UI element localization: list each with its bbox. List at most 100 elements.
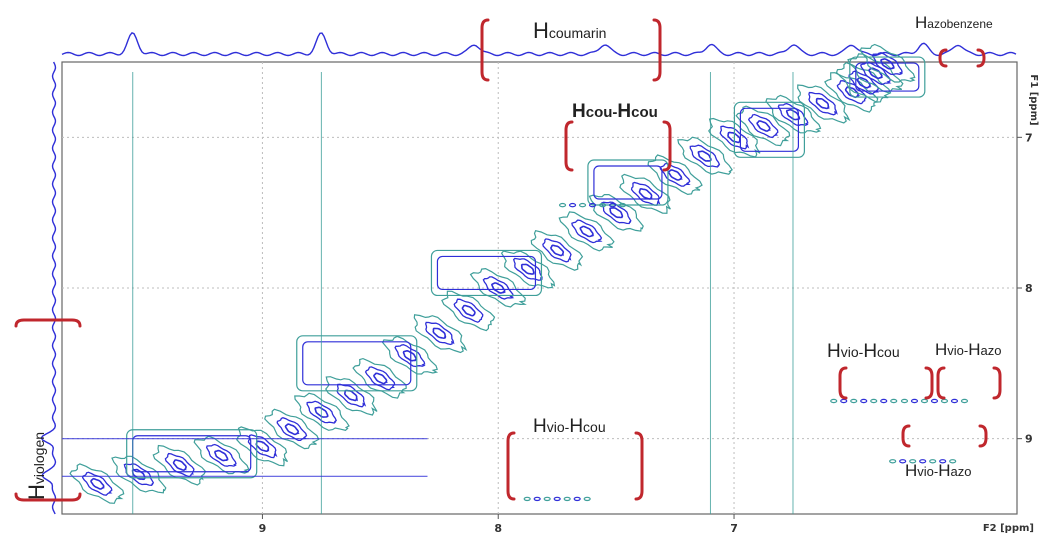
diag-contour-mid-24 (836, 80, 867, 105)
block-contour-inner-2 (436, 255, 537, 291)
diag-contour-outer-19 (677, 136, 733, 175)
diag-contour-mid-19 (689, 144, 721, 168)
bracket-viocou-right-right (924, 366, 934, 400)
cross-peak-2-dot-0 (900, 398, 909, 404)
cross-peak-1-dot-0 (830, 398, 838, 404)
diag-contour-outer-10 (413, 314, 468, 354)
cross-peak-4-dot-1 (899, 459, 907, 464)
diag-contour-mid-4 (247, 434, 278, 459)
bracket-viologen-bottom (14, 492, 82, 502)
x-tick-label-0: 9 (259, 522, 267, 535)
diag-contour-mid-17 (630, 181, 661, 206)
x-tick-label-1: 8 (494, 522, 502, 535)
diag-contour-inner-19 (697, 150, 712, 162)
f2-projection-trace (61, 31, 1017, 57)
cross-peak-2-dot-5 (950, 398, 959, 404)
cross-peak-0-dot-0 (558, 202, 567, 208)
diag-contour-mid-13 (512, 257, 543, 281)
cross-peak-2-dot-2 (920, 398, 929, 404)
bracket-viocou-right-left (838, 366, 848, 400)
diag-contour-inner-26 (868, 67, 884, 80)
bracket-coucou-right (662, 120, 672, 172)
diag-contour-mid-14 (542, 238, 572, 263)
f2-axis-label: F2 [ppm] (983, 523, 1034, 534)
cross-peak-3-dot-5 (573, 496, 581, 502)
block-contour-inner-4 (739, 107, 800, 152)
cross-peak-2-dot-4 (940, 398, 949, 404)
cross-peak-4-dot-2 (909, 459, 917, 464)
grid-lines (62, 62, 1017, 514)
diag-contour-outer-16 (588, 194, 644, 232)
cross-peak-2-dot-1 (910, 398, 919, 404)
cross-peak-4-dot-6 (949, 459, 957, 464)
diag-contour-mid-27 (871, 52, 904, 76)
cross-peak-2-dot-3 (930, 398, 939, 404)
block-contour-5 (849, 56, 926, 98)
diag-contour-inner-6 (314, 406, 329, 418)
diag-contour-inner-4 (255, 440, 270, 452)
diag-contour-mid-16 (601, 201, 632, 225)
diag-contour-mid-0 (81, 471, 113, 496)
block-contour-4 (733, 101, 806, 158)
cross-peak-3-dot-0 (523, 496, 531, 502)
diag-contour-outer-17 (619, 173, 671, 214)
f1-axis-ticks: 7 8 9 (1017, 131, 1033, 446)
f1-axis-label: F1 [ppm] (1028, 74, 1039, 125)
cross-peak-3-dot-3 (553, 496, 561, 502)
bracket-coumarin-right (652, 18, 662, 82)
bracket-viocou-bottom-right (634, 431, 644, 501)
bracket-viocou-bottom-left (506, 431, 516, 501)
diag-contour-mid-9 (394, 344, 426, 368)
diag-contour-mid-2 (164, 452, 195, 478)
bracket-coucou-left (564, 120, 574, 172)
label-h-viologen: Hviologen (24, 432, 49, 500)
diag-contour-mid-8 (364, 366, 396, 391)
cross-peak-3-dot-1 (533, 496, 541, 502)
diag-contour-outer-15 (558, 211, 615, 252)
f1-projection-line (40, 61, 57, 515)
cross-peak-4-dot-5 (939, 459, 947, 464)
cross-peak-4-dot-3 (919, 459, 927, 464)
diag-contour-inner-9 (402, 349, 418, 362)
block-contour-inner-3 (593, 165, 663, 200)
diag-contour-outer-5 (264, 408, 320, 450)
bracket-azobenzene-right (976, 48, 986, 68)
block-contour-inner-1 (302, 341, 412, 386)
diag-contour-inner-10 (432, 327, 447, 340)
diag-contour-mid-20 (719, 125, 750, 150)
f2-axis-ticks: 9 8 7 (259, 514, 738, 535)
bracket-viologen-top (14, 318, 82, 328)
cross-peak-0-dot-4 (598, 202, 607, 208)
diag-contour-inner-11 (461, 304, 476, 317)
label-h-coumarin: Hcoumarin (533, 18, 606, 43)
diag-contour-mid-25 (848, 70, 880, 95)
cross-peak-1-dot-4 (870, 398, 878, 404)
diag-contour-outer-21 (735, 105, 791, 147)
cross-peak-2-dot-6 (960, 398, 969, 404)
diag-contour-outer-2 (152, 444, 207, 486)
bracket-vioazo-right-left (936, 366, 946, 400)
diag-contour-inner-23 (815, 97, 830, 110)
cross-peak-1-dot-6 (890, 398, 898, 404)
cross-peak-0-dot-6 (618, 202, 627, 208)
diag-contour-outer-22 (765, 94, 822, 134)
diag-contour-mid-5 (276, 416, 308, 442)
diag-contour-outer-4 (236, 426, 289, 467)
diag-contour-outer-11 (441, 290, 496, 332)
y-tick-label-2: 9 (1025, 433, 1033, 446)
cross-peak-1-dot-3 (860, 398, 868, 404)
diag-contour-mid-23 (808, 91, 838, 116)
diag-contour-mid-3 (205, 443, 237, 467)
diag-contour-inner-12 (491, 282, 506, 294)
diag-contour-mid-15 (571, 219, 603, 244)
diag-contour-mid-10 (425, 321, 455, 346)
diag-contour-inner-8 (373, 372, 389, 385)
annotation-brackets (14, 18, 1002, 502)
block-contour-1 (296, 335, 418, 392)
label-h-azobenzene: Hazobenzene (915, 13, 993, 32)
label-hvio-hcou-bottom: Hvio-Hcou (533, 416, 606, 437)
block-contour-2 (430, 249, 543, 297)
x-tick-label-2: 7 (730, 522, 738, 535)
diag-contour-outer-3 (193, 435, 250, 475)
